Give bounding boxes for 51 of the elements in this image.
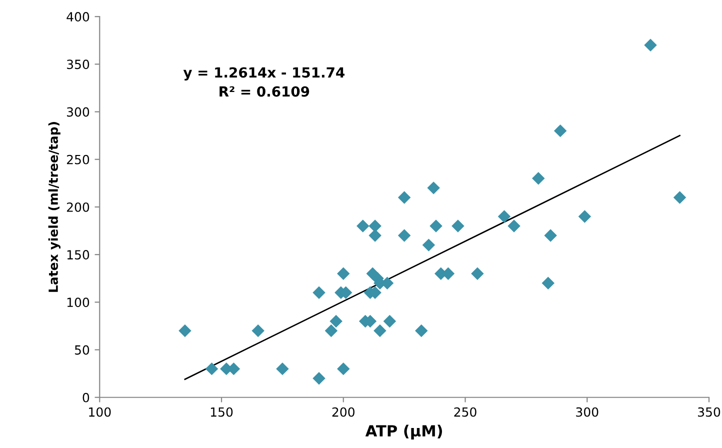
point	[398, 229, 411, 242]
point	[337, 267, 350, 280]
point	[398, 191, 411, 204]
point	[532, 172, 545, 185]
point	[312, 286, 326, 300]
point	[178, 324, 192, 338]
point	[471, 267, 484, 280]
annotation: y = 1.2614x - 151.74	[183, 67, 345, 80]
point	[356, 220, 370, 232]
x-tick-label: 350	[698, 407, 720, 417]
point	[383, 314, 396, 328]
point	[427, 182, 440, 194]
point	[544, 229, 557, 242]
point	[415, 324, 428, 338]
point	[312, 372, 326, 385]
point	[554, 124, 567, 138]
x-tick-label: 200	[332, 407, 354, 417]
x-axis-title: ATP (µM)	[365, 424, 442, 440]
y-tick-label: 0	[82, 392, 90, 402]
point	[422, 238, 436, 252]
y-tick-label: 350	[67, 60, 90, 70]
point	[368, 220, 382, 232]
point	[673, 191, 686, 204]
x-tick-label: 100	[89, 407, 111, 417]
point	[330, 314, 342, 328]
y-tick-label: 150	[67, 250, 90, 260]
point	[430, 220, 442, 232]
point	[324, 324, 338, 338]
x-tick-label: 150	[210, 407, 233, 417]
point	[276, 362, 289, 376]
point	[368, 229, 382, 242]
y-tick-label: 300	[67, 107, 90, 117]
point	[542, 276, 554, 290]
x-tick-label: 300	[576, 407, 598, 417]
point	[498, 210, 511, 223]
point	[508, 220, 520, 232]
y-tick-label: 250	[66, 154, 90, 164]
point	[374, 324, 386, 338]
y-tick-label: 50	[74, 345, 90, 355]
point	[205, 362, 218, 376]
point	[252, 324, 264, 338]
annotation: R² = 0.6109	[220, 86, 310, 97]
y-tick-label: 100	[67, 298, 90, 308]
y-tick-label: 200	[66, 202, 90, 212]
point	[337, 362, 350, 376]
y-axis-title: Latex yield (ml/tree/tap)	[48, 122, 60, 292]
point	[452, 220, 464, 232]
x-tick-label: 250	[454, 407, 476, 417]
point	[644, 38, 657, 52]
y-tick-label: 400	[66, 12, 90, 22]
point	[578, 210, 592, 223]
